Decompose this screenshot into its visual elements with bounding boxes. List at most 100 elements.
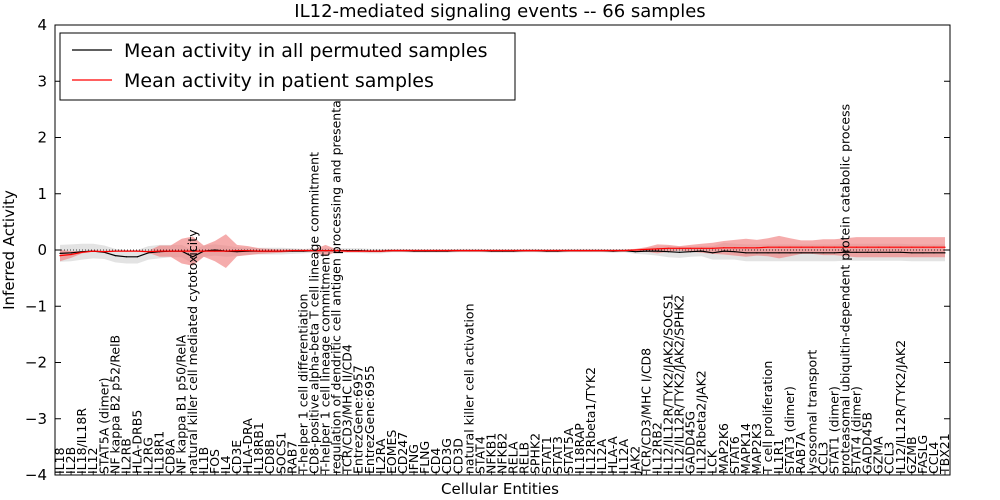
data-point [811,246,813,248]
data-point [789,252,791,254]
category-label: STAT1 [539,436,554,474]
y-tick-label: −2 [25,354,47,372]
data-point [501,249,504,252]
data-point [811,252,813,254]
data-point [413,249,415,252]
data-point [833,246,835,248]
y-axis-label: Inferred Activity [0,190,18,310]
category-label: STAT3 (dimer) [782,386,797,474]
category-label: EntrezGene:6957 [351,365,366,474]
category-label: STAT3 [550,436,565,474]
data-point [634,251,636,253]
category-label: CD8-positive alpha-beta T cell lineage c… [306,152,321,474]
category-label: IL2RG [141,437,156,474]
y-tick-label: 0 [37,241,47,259]
category-label: RAB7A [793,432,808,474]
data-point [313,249,316,252]
data-point [656,250,658,252]
category-label: CD3E [229,440,244,474]
y-axis: −4 −3 −2 −1 0 1 2 3 4 [25,16,950,484]
category-label: GZMA [871,436,886,474]
data-point [756,252,758,254]
category-label: IL2RB [118,438,133,474]
data-point [756,247,758,249]
category-label: IL12/IL12R/TYK2/JAK2 [893,340,908,474]
category-label: IL12/IL12R/TYK2/JAK2/SOCS1 [660,293,675,474]
category-label: GADD45B [860,412,875,474]
category-label: GADD45G [683,411,698,474]
data-point [634,249,636,251]
category-label: IL12/IL12R/TYK2/JAK2/SPHK2 [672,295,687,474]
data-point [125,256,127,258]
data-point [70,253,72,256]
plot-frame [54,24,951,476]
data-point [678,251,681,253]
data-point [678,247,681,249]
category-label: CD8B [262,439,277,474]
data-point [701,250,703,252]
data-point [258,250,260,252]
category-label: T-helper 1 cell lineage commitment [318,252,333,475]
category-label: IL12RB2 [649,422,664,474]
data-point [745,252,747,254]
legend-entry-permuted: Mean activity in all permuted samples [124,40,487,62]
data-point [778,246,780,248]
data-point [900,246,902,248]
data-point [800,246,802,248]
category-label: IL18R1 [152,431,167,474]
data-point [546,249,548,252]
category-label: IL18/IL18R [74,408,89,474]
category-label: NF kappa B2 p52/RelB [107,335,122,474]
y-tick-label: 3 [37,72,47,90]
data-point [369,250,371,252]
data-point [623,249,625,252]
category-label: IL18 [52,447,67,474]
data-point [192,250,194,252]
y-tick-label: −3 [25,410,47,428]
series-2 [59,246,946,257]
category-label: CCL3 [882,442,897,474]
data-point [866,246,869,248]
category-label: STAT4 (dimer) [849,386,864,474]
category-label: IL4 [218,455,233,474]
category-label: IL2RA [373,438,388,474]
data-point [667,251,670,253]
data-point [944,252,946,254]
category-label: MAP2K3 [749,423,764,474]
data-point [855,246,858,248]
y-tick-label: −4 [25,466,47,484]
category-label: MAPK14 [738,423,753,474]
data-point [822,246,824,248]
data-point [236,251,238,253]
legend: Mean activity in all permuted samples Me… [59,32,516,101]
data-point [701,247,703,249]
data-point [435,249,437,252]
legend-box [59,32,516,101]
data-point [280,250,282,252]
category-label: SPHK2 [528,433,543,474]
data-point [889,246,891,248]
y-tick-label: 1 [37,185,47,203]
data-point [844,251,847,253]
data-point [347,250,349,252]
category-label: proteasomal ubiquitin-dependent protein … [837,104,852,474]
data-point [933,252,935,254]
data-point [236,249,238,252]
category-label: lysosomal transport [804,350,819,474]
data-point [181,250,183,252]
category-label: CCL3 [815,442,830,474]
category-label: NF kappa B1 p50/RelA [174,334,189,474]
legend-entry-patient: Mean activity in patient samples [124,70,434,92]
data-point [645,250,647,252]
category-label: EOMES [384,430,399,474]
data-point [147,252,150,254]
data-point [424,249,426,252]
data-point [833,252,835,254]
data-point [269,250,271,252]
category-label: STAT5A (dimer) [96,378,111,474]
data-point [911,246,913,248]
data-point [911,252,913,254]
data-point [335,249,338,252]
data-point [723,247,725,249]
